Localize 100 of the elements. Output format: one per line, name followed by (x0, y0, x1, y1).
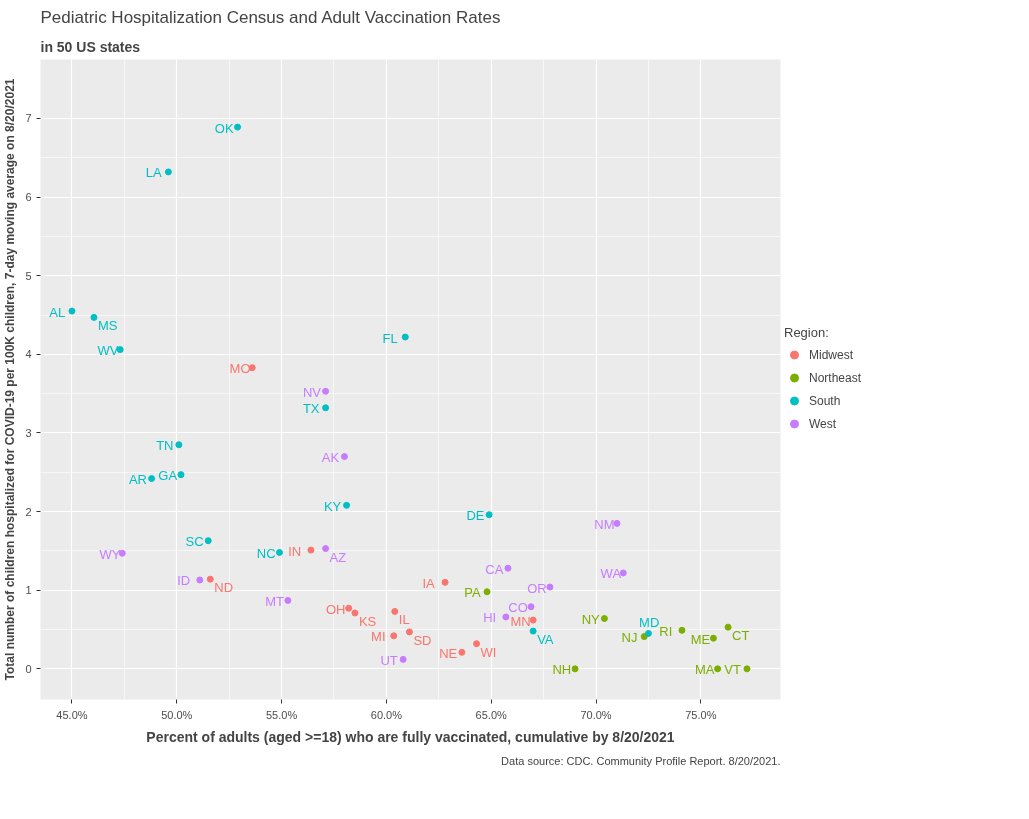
annotation: NV (302, 384, 322, 400)
annotation: AR (128, 472, 147, 488)
point (644, 629, 652, 637)
point (390, 632, 398, 640)
legend-label: West (809, 416, 837, 431)
point (164, 168, 172, 176)
annotation: WA (600, 566, 622, 582)
point (204, 537, 212, 545)
annotation: WI (480, 644, 497, 660)
point (678, 626, 686, 634)
annotation: MS (97, 318, 118, 334)
point (571, 665, 579, 673)
annotation: LA (145, 165, 162, 181)
point (177, 471, 185, 479)
y-tick-label: 1 (25, 584, 32, 597)
y-tick-label: 2 (25, 505, 32, 518)
annotation: MN (510, 613, 531, 629)
annotation: IL (398, 612, 410, 628)
annotation: MA (694, 662, 715, 678)
annotation: NC (256, 545, 276, 561)
point (68, 307, 76, 315)
annotation: NY (581, 612, 601, 628)
point (458, 648, 466, 656)
annotation: NM (594, 516, 615, 532)
point (600, 615, 608, 623)
chart-title: Pediatric Hospitalization Census and Adult Vaccination Rates (40, 7, 501, 27)
point (399, 655, 407, 663)
x-axis-title: Percent of adults (aged >=18) who are fully vaccinated, cumulative by 8/20/2021 (146, 728, 675, 745)
x-tick-label: 45.0% (56, 708, 88, 721)
point (401, 333, 409, 341)
point (743, 665, 751, 673)
annotation: AK (321, 450, 340, 466)
annotation: MI (371, 629, 386, 645)
point (345, 604, 353, 612)
annotation: SC (185, 534, 204, 550)
annotation: OK (214, 120, 234, 136)
annotation: MD (639, 615, 660, 631)
point (148, 475, 156, 483)
annotation: CA (485, 561, 504, 577)
x-tick-label: 55.0% (265, 708, 298, 721)
annotation: KY (323, 498, 342, 514)
point (504, 564, 512, 572)
annotation: AL (49, 304, 66, 320)
annotation: DE (466, 508, 485, 524)
annotation: ID (177, 573, 191, 589)
point (90, 313, 98, 321)
annotation: NE (439, 645, 458, 661)
annotation: NJ (621, 630, 638, 646)
annotation: OR (527, 580, 547, 596)
x-tick-label: 60.0% (370, 708, 403, 721)
point (234, 123, 242, 131)
point (322, 545, 330, 553)
point (275, 548, 283, 556)
y-tick-label: 3 (25, 426, 32, 439)
annotation: PA (464, 585, 482, 601)
annotation: NH (552, 662, 572, 678)
y-axis-title: Total number of children hospitalized for COVID-19 per 100K children, 7-day moving average on 8/20/2021 (3, 78, 18, 681)
x-tick-label: 75.0% (685, 708, 717, 721)
annotation: WY (99, 546, 121, 562)
y-tick-label: 5 (25, 269, 32, 282)
annotation: SD (413, 632, 432, 648)
point (196, 576, 204, 584)
annotation: RI (659, 623, 673, 639)
point (322, 387, 330, 395)
point (529, 627, 537, 635)
point (483, 588, 491, 596)
source-note: Data source: CDC. Community Profile Report. 8/20/2021. (501, 754, 781, 767)
annotation: TX (302, 401, 320, 417)
point (473, 640, 481, 648)
legend-title: Region: (784, 324, 830, 340)
legend-label: Midwest (809, 347, 854, 362)
annotation: UT (380, 652, 398, 668)
point (307, 546, 315, 554)
annotation: MT (265, 593, 285, 609)
annotation: OH (325, 601, 346, 617)
chart-subtitle: in 50 US states (40, 38, 141, 55)
point (441, 578, 449, 586)
point (724, 623, 732, 631)
annotation: KS (358, 614, 377, 630)
annotation: IN (288, 543, 302, 559)
x-tick-label: 65.0% (475, 708, 508, 721)
point (206, 575, 214, 583)
annotation: CO (508, 600, 528, 616)
annotation: FL (382, 330, 398, 346)
annotation: WV (97, 343, 119, 359)
point (322, 404, 330, 412)
point (284, 596, 292, 604)
point (546, 583, 554, 591)
point (502, 613, 510, 621)
annotation: TN (156, 438, 174, 454)
annotation: ND (214, 580, 234, 596)
annotation: VT (724, 662, 741, 678)
point (343, 501, 351, 509)
y-tick-label: 0 (25, 662, 32, 675)
point (391, 607, 399, 615)
annotation: GA (158, 468, 178, 484)
annotation: AZ (329, 549, 347, 565)
point (351, 609, 359, 617)
legend-label: South (809, 393, 841, 408)
point (175, 441, 183, 449)
